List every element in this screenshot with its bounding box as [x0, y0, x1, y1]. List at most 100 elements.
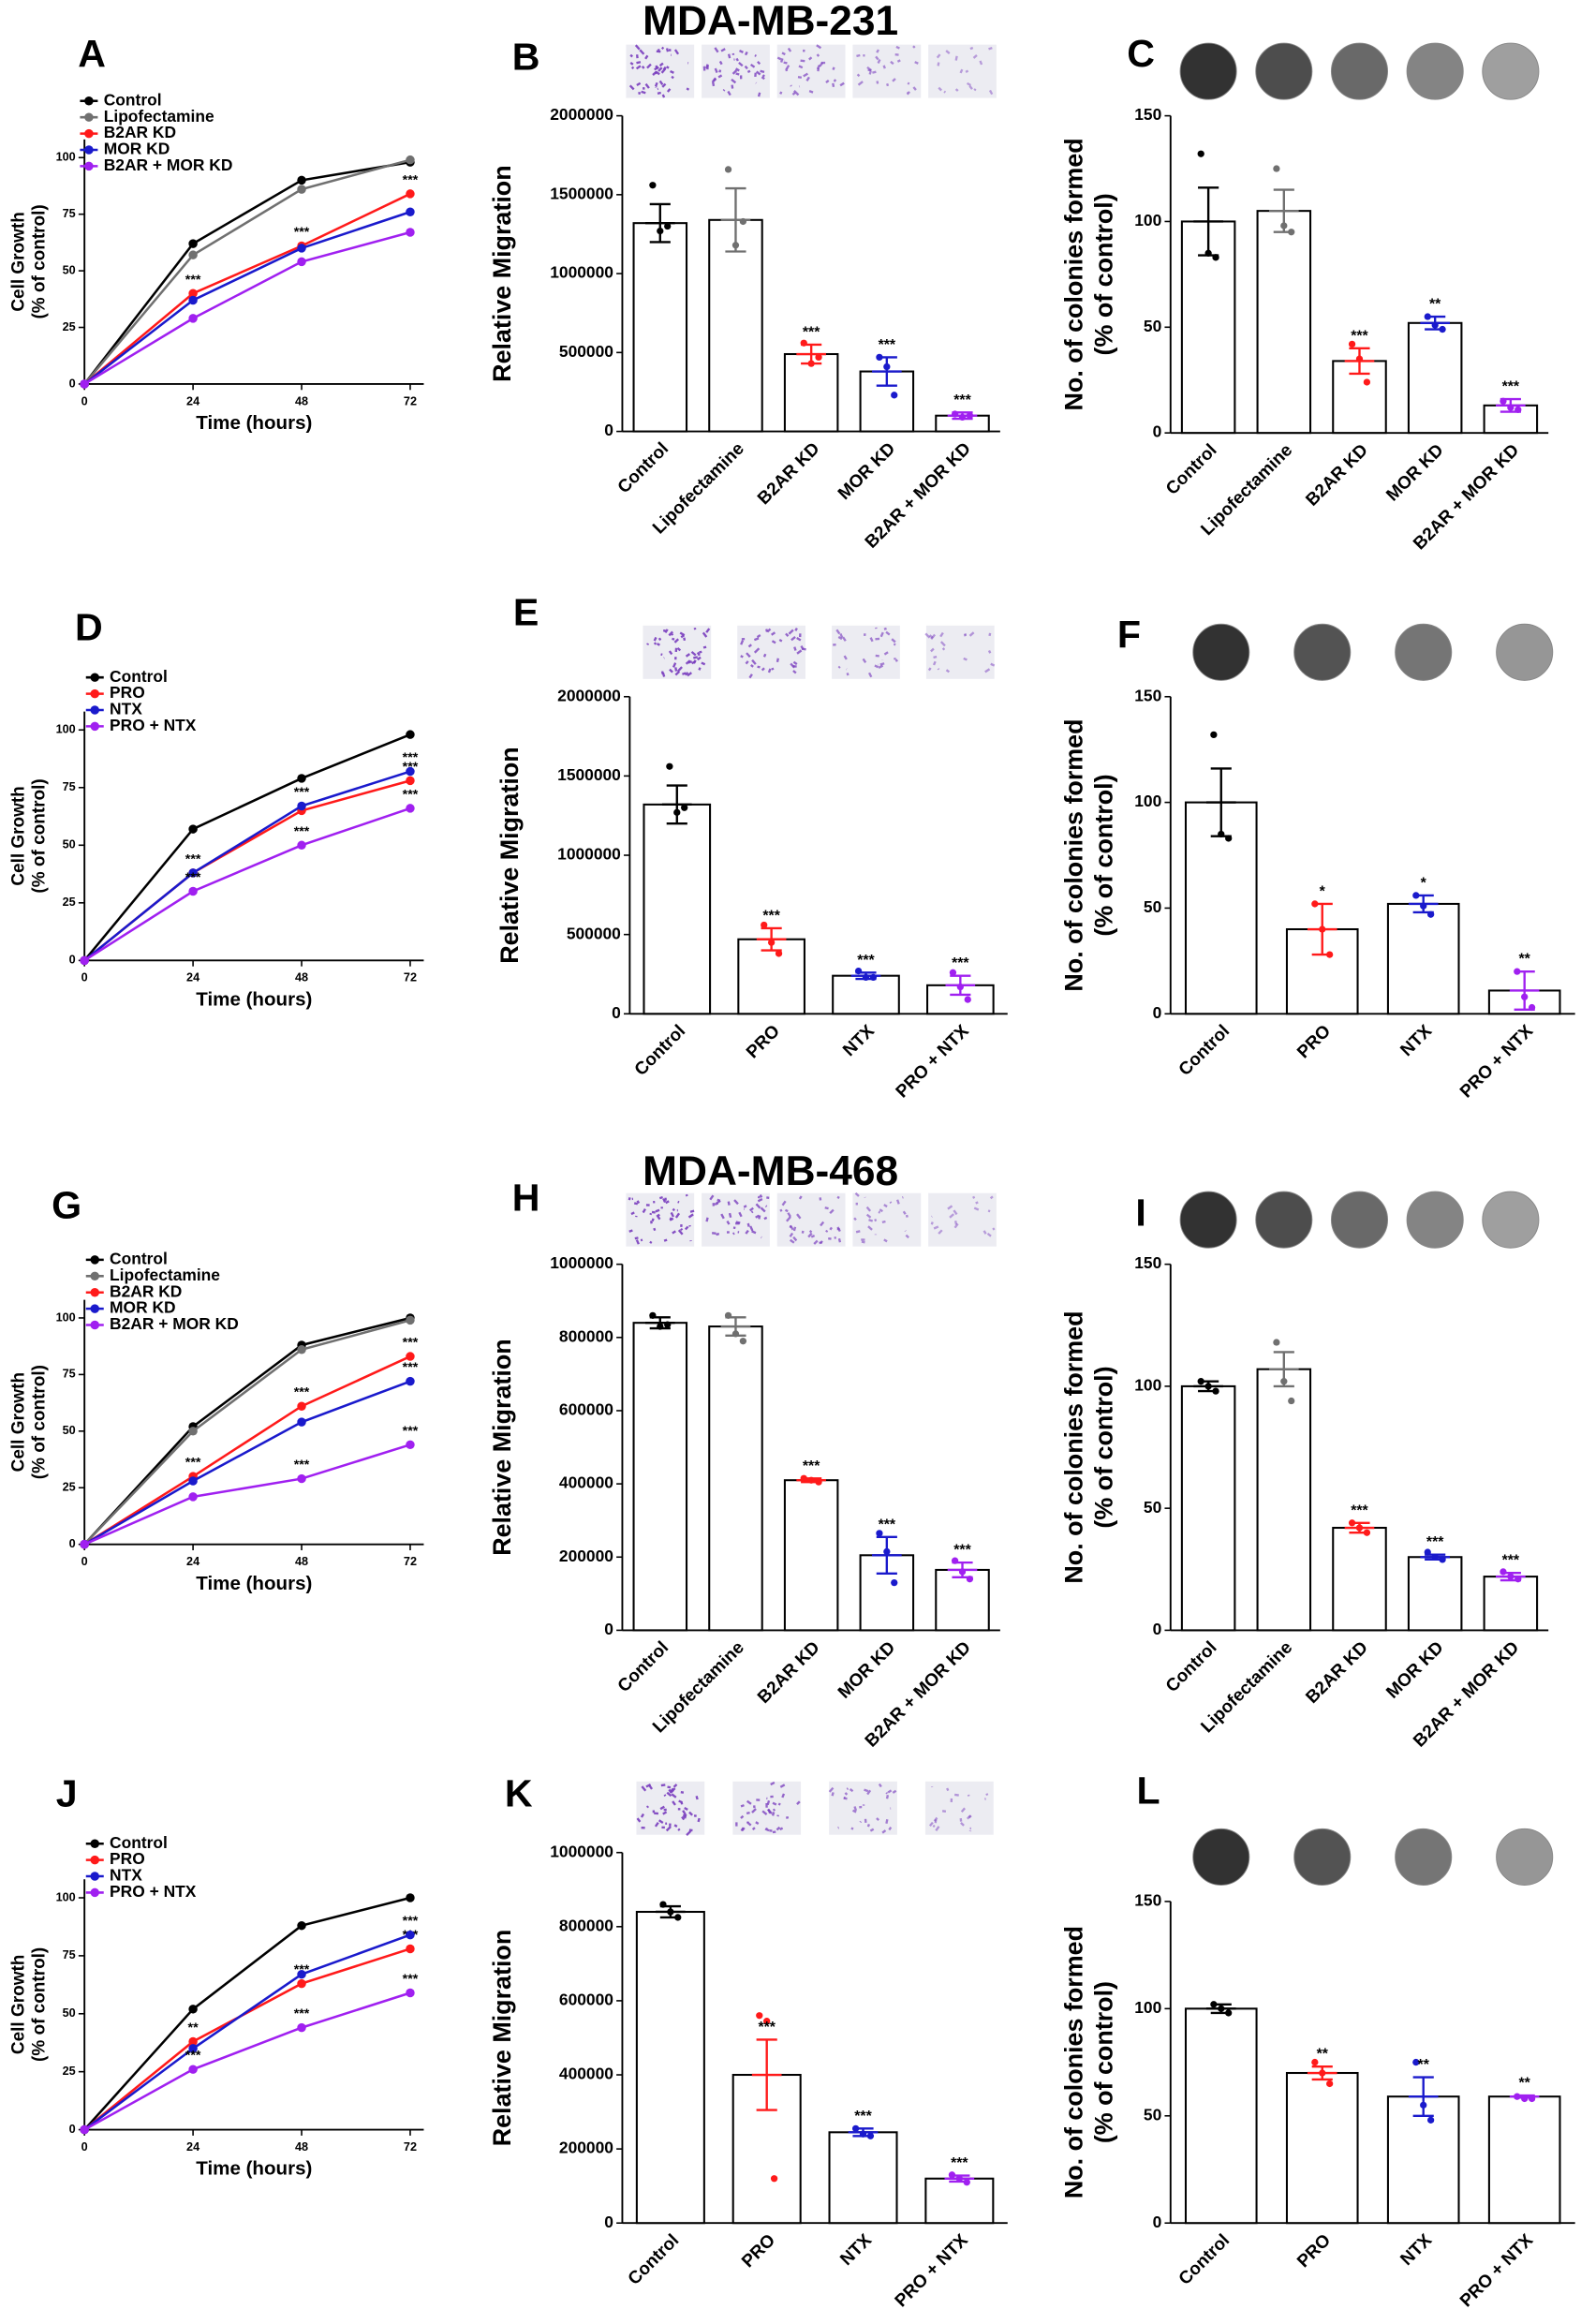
y-axis-label: Cell Growth [9, 786, 29, 885]
migration-cell [735, 57, 739, 62]
series-line [83, 158, 411, 385]
data-point [775, 950, 783, 957]
migration-cell [746, 1821, 752, 1827]
migration-cell [665, 1200, 670, 1205]
migration-cell [972, 1195, 976, 1199]
migration-cell [746, 1222, 750, 1227]
y-tick-label: 500000 [559, 342, 613, 361]
significance: *** [1502, 1553, 1520, 1569]
migration-cell [801, 1230, 805, 1234]
data-point [854, 967, 863, 975]
data-point [724, 1311, 732, 1320]
y-tick-label: 600000 [559, 1400, 613, 1419]
error-bar [872, 356, 902, 387]
migration-cell [702, 645, 707, 649]
migration-cell [896, 59, 901, 63]
migration-cell [780, 58, 784, 63]
series-marker [406, 776, 415, 786]
significance: *** [294, 2006, 310, 2021]
migration-cell [785, 1216, 791, 1222]
data-point [955, 2175, 963, 2183]
y-tick-label: 25 [63, 320, 76, 333]
bar [632, 222, 688, 433]
data-point [1210, 731, 1218, 739]
significance: *** [294, 1385, 310, 1400]
migration-cell [989, 1195, 994, 1200]
data-point [1280, 1378, 1288, 1385]
data-point [869, 973, 878, 982]
y-tick-label: 0 [1153, 1003, 1162, 1022]
significance: *** [403, 1424, 419, 1439]
migration-cell [735, 67, 740, 72]
migration-cell [831, 1792, 835, 1797]
y-axis-label: (% of control) [30, 1947, 50, 2062]
bar [1184, 2007, 1258, 2225]
migration-cell [755, 70, 761, 76]
migration-cell [895, 1199, 900, 1205]
migration-cell [837, 635, 843, 641]
data-point [739, 217, 747, 226]
migration-cell [749, 1225, 754, 1232]
y-tick-label: 200000 [559, 2139, 613, 2157]
significance: *** [1502, 379, 1520, 395]
y-axis-label: Relative Migration [488, 1930, 516, 2146]
migration-cell [748, 1206, 754, 1212]
migration-cell [778, 638, 783, 643]
bar [1256, 210, 1312, 435]
migration-cell [787, 1212, 791, 1218]
data-point [815, 1478, 822, 1486]
migration-cell [727, 53, 731, 59]
y-tick-label: 0 [604, 1620, 613, 1638]
migration-cell [672, 1800, 676, 1806]
migration-cell [972, 54, 978, 59]
data-point [724, 166, 732, 173]
legend-marker [90, 1304, 99, 1313]
migration-cell [990, 662, 996, 667]
migration-cell [662, 1811, 668, 1815]
migration-cell [953, 1221, 958, 1225]
migration-cell [869, 637, 874, 643]
migration-cell [866, 66, 872, 72]
significance: *** [185, 273, 201, 288]
migration-cell [754, 54, 757, 57]
panel-letter: A [78, 32, 106, 75]
migration-cell [808, 56, 813, 61]
migration-cell [954, 88, 959, 92]
migration-cell [992, 1227, 996, 1231]
data-point [800, 339, 807, 347]
migration-cell [788, 629, 794, 635]
migration-cell [687, 660, 693, 664]
migration-cell [651, 1218, 655, 1222]
y-tick-label: 100 [1134, 1376, 1161, 1395]
migration-cell [660, 1784, 666, 1787]
data-point [958, 1568, 967, 1576]
migration-cell [735, 1221, 741, 1224]
legend-label: Control [110, 1250, 168, 1268]
migration-cell [875, 55, 879, 61]
migration-cell [776, 1826, 781, 1831]
significance: *** [403, 172, 419, 187]
migration-cell [718, 60, 723, 66]
migration-cell [746, 652, 751, 659]
migration-cell [893, 643, 896, 646]
data-point [956, 983, 964, 991]
migration-cell [933, 1816, 938, 1822]
y-tick-label: 150 [1134, 1253, 1161, 1272]
error-bar [661, 784, 692, 825]
migration-cell [755, 1821, 760, 1825]
migration-cell [745, 1229, 749, 1235]
data-point [1431, 321, 1439, 329]
migration-cell [689, 1209, 695, 1213]
migration-cell [766, 1808, 773, 1814]
migration-cell [987, 649, 992, 654]
migration-image [852, 1192, 922, 1247]
legend-marker [90, 721, 99, 732]
significance: *** [294, 824, 310, 839]
migration-cell [793, 90, 800, 96]
migration-cell [846, 673, 850, 676]
y-tick-label: 75 [63, 207, 76, 220]
series-marker [297, 1417, 306, 1427]
data-point [964, 996, 971, 1003]
y-tick-label: 25 [63, 2065, 76, 2078]
migration-cell [740, 1804, 745, 1808]
